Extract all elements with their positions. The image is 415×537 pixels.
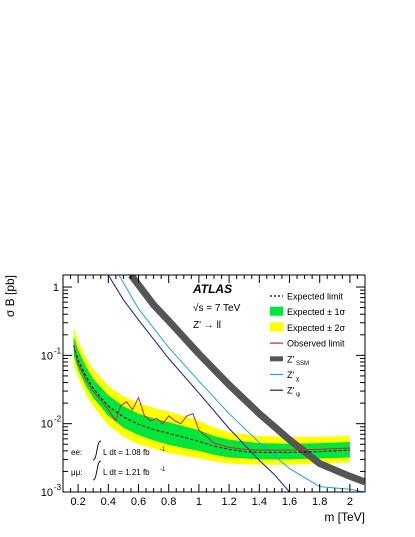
lumi-value: L dt = 1.21 fb <box>103 468 150 477</box>
legend-item: Z' χ <box>270 370 300 383</box>
zprime-ssm-line <box>128 275 365 486</box>
x-tick-label: 1.4 <box>252 496 267 508</box>
legend-label: Z' <box>287 386 294 396</box>
legend-item: Expected limit <box>270 292 344 302</box>
legend-label: Expected limit <box>287 292 344 302</box>
observed-limit-line <box>73 345 350 451</box>
legend-label: Expected ± 1σ <box>287 307 345 317</box>
energy-label: √s = 7 TeV <box>193 302 241 314</box>
lumi-exponent: -1 <box>160 447 166 453</box>
expected-bands <box>73 327 350 465</box>
lumi-exponent: -1 <box>160 467 166 473</box>
expected-limit-line <box>73 345 350 453</box>
luminosity-block: ee: L dt = 1.08 fb -1 μμ: L dt = 1.21 fb -1 <box>71 440 166 481</box>
legend-label: Observed limit <box>287 339 345 349</box>
y-tick-label: 10 <box>41 419 53 431</box>
lumi-value: L dt = 1.08 fb <box>103 448 150 457</box>
x-tick-label: 0.6 <box>131 496 146 508</box>
legend-swatch <box>270 306 283 316</box>
legend-subscript: SSM <box>296 361 309 367</box>
band-1-sigma <box>73 336 350 460</box>
x-tick-label: 0.4 <box>101 496 116 508</box>
x-axis-label: m [TeV] <box>324 510 365 524</box>
y-axis: 10 -310 -210 -11 <box>41 282 365 499</box>
x-tick-label: 0.8 <box>161 496 176 508</box>
y-tick-label: 10 <box>41 350 53 362</box>
x-axis: 0.2 0.4 0.6 0.8 1 1.2 1.4 1.6 1.8 2 <box>70 275 358 508</box>
legend-subscript: ψ <box>296 392 300 398</box>
y-axis-label: σ B [pb] <box>3 275 17 317</box>
experiment-label: ATLAS <box>192 282 232 296</box>
legend-item: Z' ψ <box>270 386 300 398</box>
legend-label: Z' <box>287 354 294 364</box>
x-tick-label: 1 <box>196 496 202 508</box>
zprime-psi-line <box>107 275 290 492</box>
series-lines <box>73 275 365 492</box>
legend-item: Observed limit <box>270 339 345 349</box>
y-tick-exponent: -3 <box>54 483 62 492</box>
y-tick-label: 1 <box>53 282 59 294</box>
x-tick-label: 1.6 <box>282 496 297 508</box>
legend-label: Z' <box>287 370 294 380</box>
integral-sign <box>92 440 102 461</box>
lumi-channel: ee: <box>71 448 82 457</box>
zprime-chi-line <box>118 275 365 492</box>
legend: Expected limit Expected ± 1σ Expected ± 2σ… <box>270 292 345 398</box>
legend-label: Expected ± 2σ <box>287 323 345 333</box>
y-tick-label: 10 <box>41 487 53 499</box>
legend-subscript: χ <box>296 377 300 383</box>
integral-sign <box>92 460 102 481</box>
y-tick-exponent: -1 <box>54 346 62 355</box>
x-tick-label: 2 <box>347 496 353 508</box>
y-tick-exponent: -2 <box>54 415 62 424</box>
process-label: Z' → ll <box>193 320 221 331</box>
legend-item: Expected ± 2σ <box>270 322 345 333</box>
x-tick-label: 0.2 <box>70 496 85 508</box>
legend-item: Z' SSM <box>270 354 309 367</box>
x-tick-label: 1.2 <box>221 496 236 508</box>
legend-swatch <box>270 322 283 332</box>
legend-item: Expected ± 1σ <box>270 306 345 317</box>
x-tick-label: 1.8 <box>312 496 327 508</box>
lumi-channel: μμ: <box>71 468 82 477</box>
